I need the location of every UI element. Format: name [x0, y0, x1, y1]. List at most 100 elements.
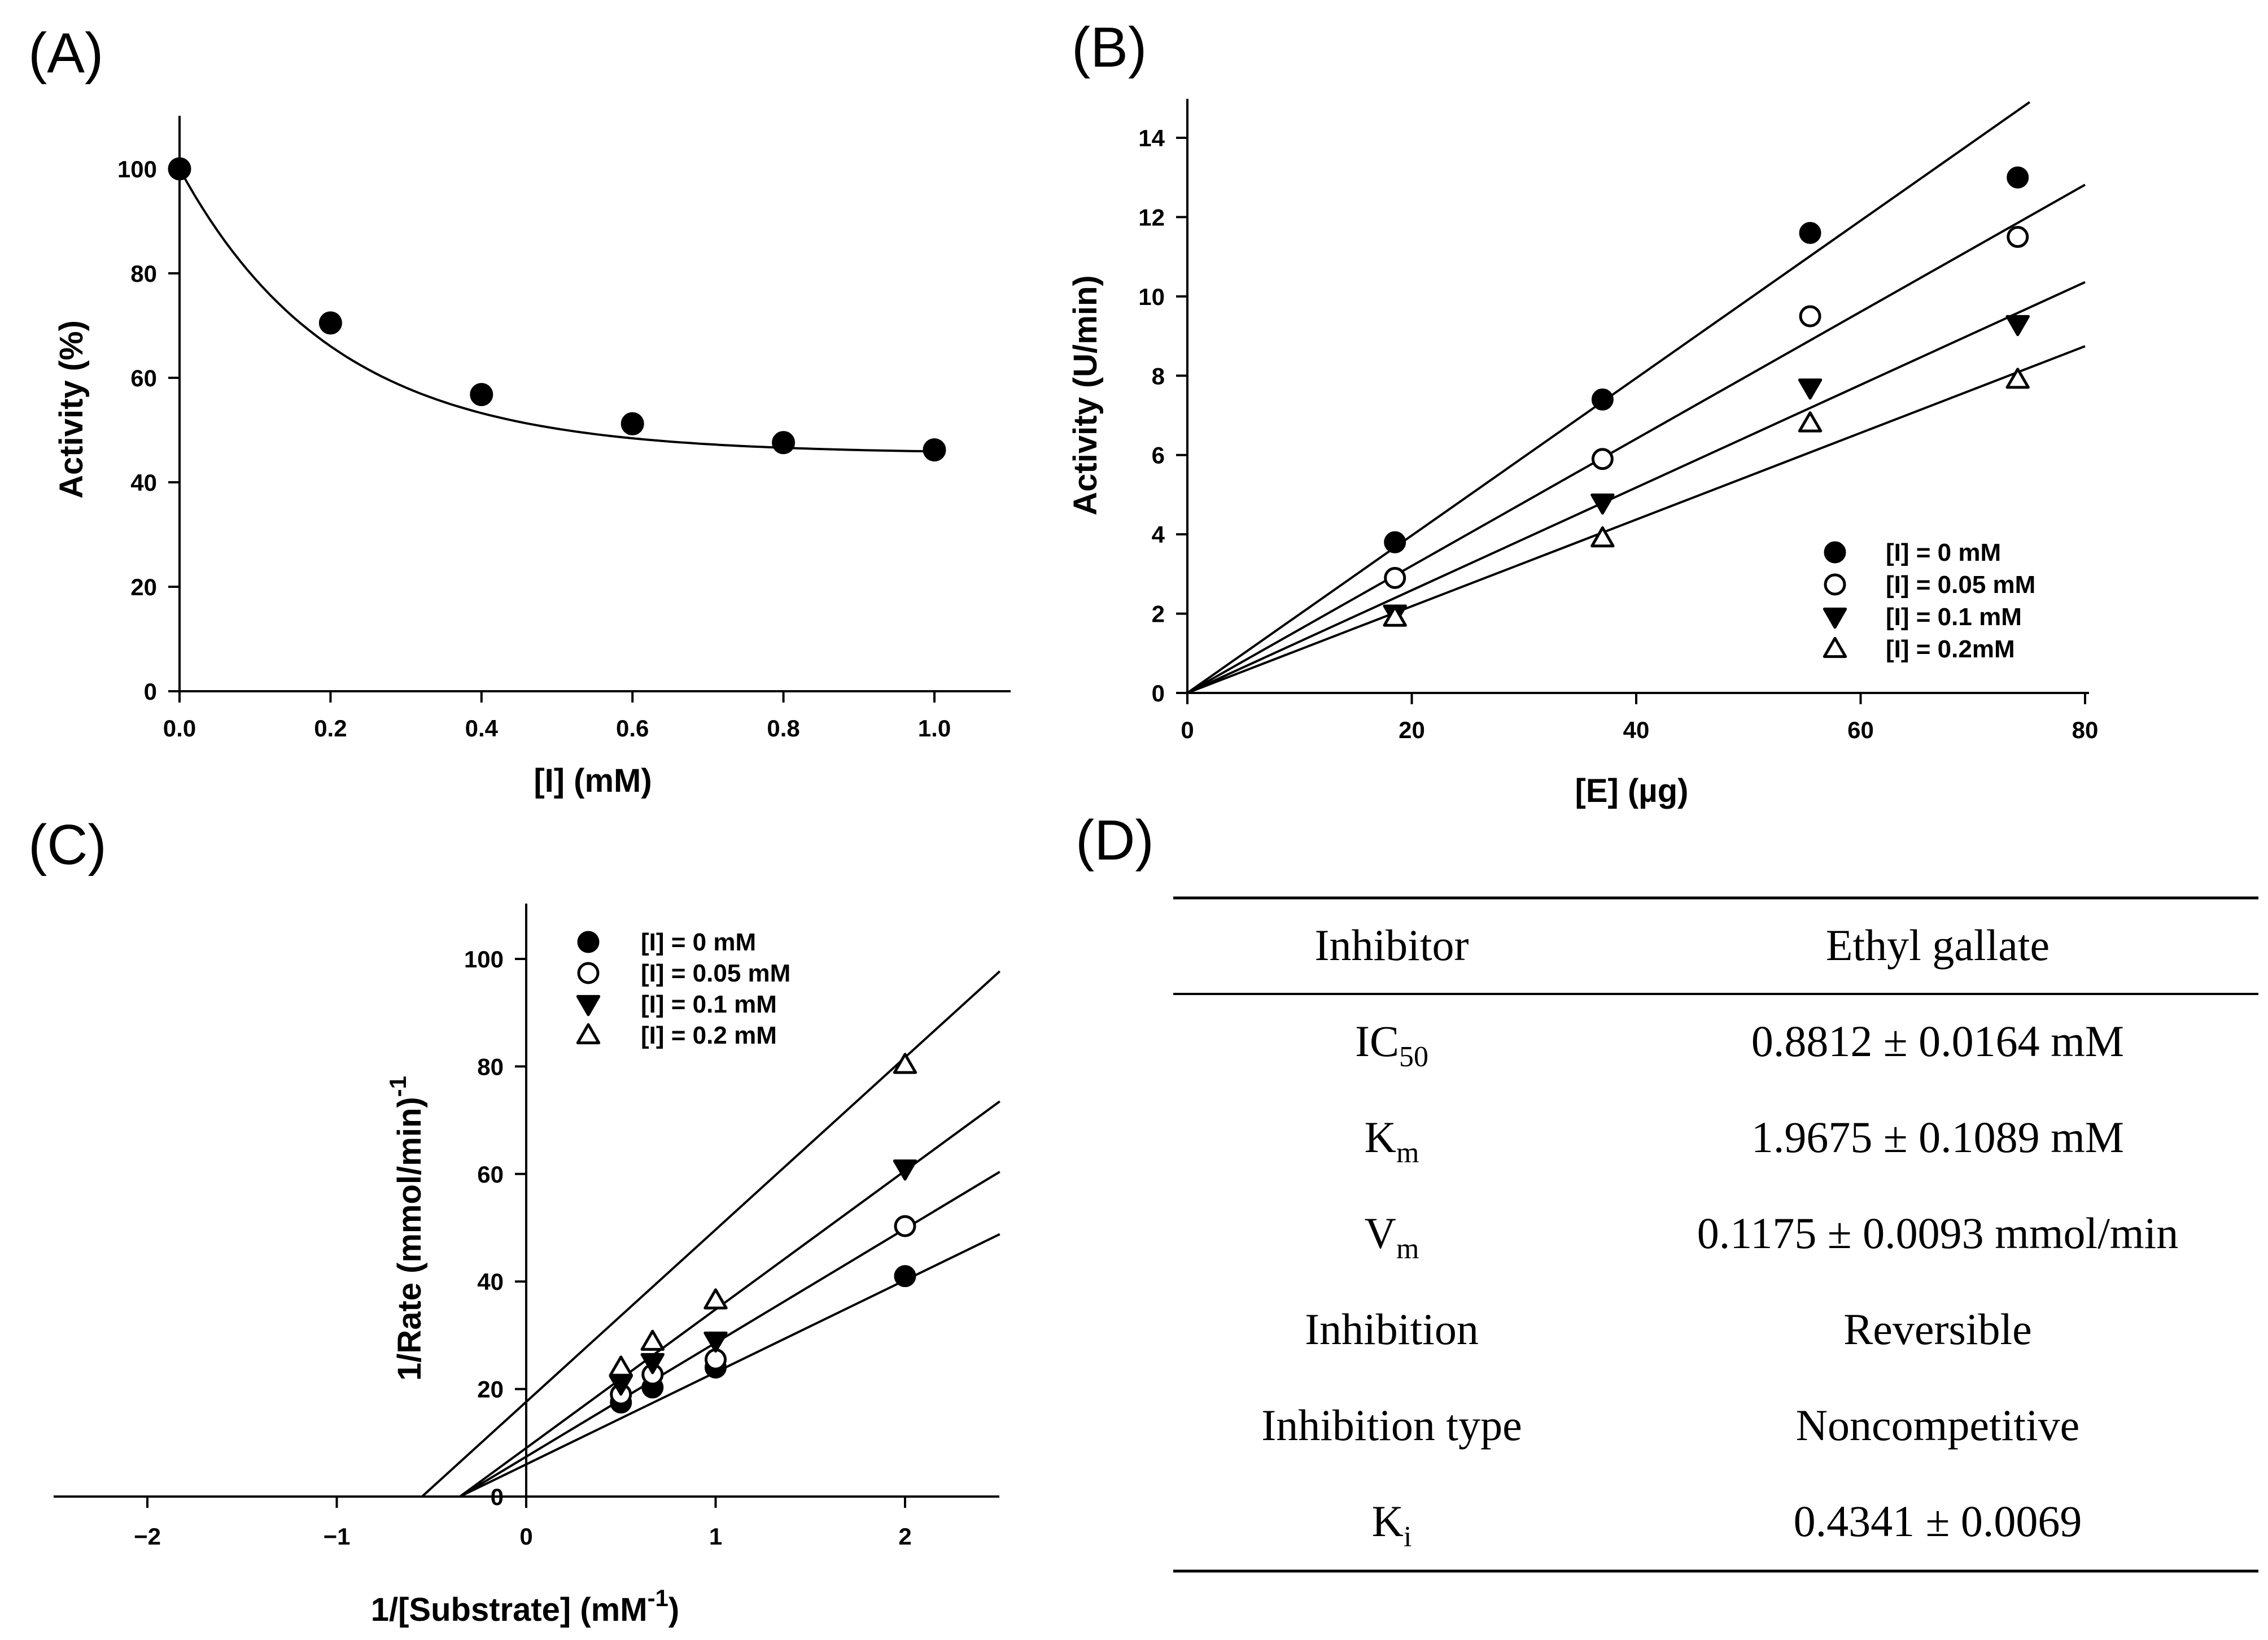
- table-header-compound: Ethyl gallate: [1826, 921, 2049, 970]
- panel-c-data-point: [640, 1353, 665, 1375]
- panel-b-label: (B): [1072, 16, 1147, 79]
- panel-b-fit-line: [1187, 345, 2086, 694]
- panel-b-y-tick-label: 2: [1152, 601, 1165, 627]
- table-row-label: Vm: [1365, 1209, 1419, 1265]
- panel-a-ylabel: Activity (%): [53, 320, 90, 499]
- panel-c-legend-marker: [577, 962, 600, 984]
- panel-a-data-point: [168, 157, 191, 181]
- table-row-label-main: Inhibition: [1305, 1305, 1479, 1354]
- panel-b-fit-line: [1187, 184, 2086, 694]
- panel-b-data-point: [1799, 222, 1821, 245]
- panel-c-fit-line: [459, 1171, 1000, 1498]
- panel-c-x-tick-label: 2: [898, 1523, 911, 1550]
- panel-c-y-tick-label: 100: [464, 946, 504, 972]
- table-row-label: IC50: [1355, 1017, 1428, 1073]
- panel-a-x-tick-label: 0.2: [314, 715, 347, 742]
- table-row-value: 0.8812 ± 0.0164 mM: [1751, 1017, 2124, 1066]
- panel-b-data-point: [2005, 368, 2030, 389]
- panel-c-xlabel-sup: -1: [648, 1585, 668, 1611]
- table-row-label-main: K: [1372, 1497, 1404, 1546]
- panel-b-data-point: [1590, 493, 1615, 515]
- table-body: IC50 0.8812 ± 0.0164 mM Km 1.9675 ± 0.1089 …: [1261, 1017, 2178, 1553]
- panel-c-fit-line: [459, 1100, 1000, 1498]
- panel-b-y-tick-label: 14: [1138, 125, 1165, 151]
- panel-b: (B) 0 20 40 60 80 0 2 4 6 8 10 12 14 [E] (µg) Activi…: [1067, 16, 2098, 809]
- panel-b-x-tick-label: 60: [1847, 717, 1874, 743]
- panel-b-legend-label: [I] = 0 mM: [1886, 539, 2001, 566]
- panel-a: (A) 0.0 0.2 0.4 0.6 0.8 1.0 0 20 40 60 80 100 [I] (…: [28, 21, 1011, 799]
- panel-b-legend-marker: [1824, 541, 1846, 564]
- table-row-value: Reversible: [1843, 1305, 2032, 1354]
- panel-c-x-tick-label: −1: [324, 1523, 351, 1550]
- panel-c-xlabel-tail: ): [668, 1591, 679, 1628]
- panel-b-data-point: [1383, 605, 1407, 627]
- panel-b-data-point: [2007, 226, 2029, 248]
- table-row-label-main: IC: [1355, 1017, 1399, 1066]
- panel-a-x-tick-label: 0.8: [767, 715, 799, 742]
- panel-b-plot: 0 20 40 60 80 0 2 4 6 8 10 12 14: [1138, 99, 2098, 743]
- panel-c-ylabel: 1/Rate (mmol/min)-1: [384, 1076, 428, 1381]
- panel-b-y-tick-label: 8: [1152, 363, 1165, 389]
- table-row-label-subscript: i: [1404, 1521, 1412, 1553]
- panel-c-y-tick-label: 20: [477, 1376, 504, 1403]
- panel-b-y-tick-label: 12: [1138, 204, 1165, 230]
- table-row-value: Noncompetitive: [1796, 1401, 2080, 1450]
- panel-c-ylabel-sup: -1: [384, 1076, 411, 1097]
- panel-b-legend-marker: [1823, 636, 1847, 658]
- panel-b-data-point: [1798, 378, 1823, 400]
- panel-c-y-tick-label: 0: [491, 1484, 504, 1510]
- panel-a-x-tick-label: 0.0: [163, 715, 196, 742]
- panel-c-ylabel-main: 1/Rate (mmol/min): [391, 1097, 428, 1381]
- table-row-label: Inhibition: [1305, 1305, 1479, 1354]
- table-row-value: 0.1175 ± 0.0093 mmol/min: [1697, 1209, 2178, 1258]
- panel-c-legend: [I] = 0 mM [I] = 0.05 mM [I] = 0.1 mM [I] =…: [576, 928, 790, 1049]
- panel-b-legend-label: [I] = 0.2mM: [1886, 635, 2015, 663]
- panel-c-y-tick-label: 60: [477, 1161, 504, 1188]
- panel-b-legend-label: [I] = 0.05 mM: [1886, 571, 2035, 599]
- panel-a-plot: 0.0 0.2 0.4 0.6 0.8 1.0 0 20 40 60 80 100: [117, 116, 1011, 742]
- panel-a-y-tick-label: 60: [130, 365, 157, 391]
- panel-c-y-tick-label: 40: [477, 1268, 504, 1295]
- table-row-label-main: Inhibition type: [1261, 1401, 1522, 1450]
- panel-a-x-tick-label: 0.4: [465, 715, 499, 742]
- panel-b-legend-label: [I] = 0.1 mM: [1886, 603, 2022, 631]
- panel-b-fit-line: [1187, 281, 2086, 694]
- table-row-label-main: V: [1365, 1209, 1396, 1258]
- panel-b-legend-marker: [1823, 607, 1847, 629]
- panel-a-data-point: [772, 431, 796, 455]
- panel-c-data-point: [893, 1053, 917, 1074]
- panel-b-data-point: [1591, 388, 1614, 411]
- panel-b-data-point: [1384, 566, 1406, 589]
- panel-a-data-point: [470, 383, 493, 407]
- panel-c-x-tick-label: 1: [709, 1523, 722, 1550]
- panel-b-y-tick-label: 4: [1152, 521, 1165, 548]
- panel-b-x-tick-label: 20: [1399, 717, 1425, 743]
- panel-b-xlabel: [E] (µg): [1575, 773, 1689, 809]
- panel-b-data-point: [2007, 166, 2029, 189]
- table-row-label: Km: [1365, 1113, 1419, 1169]
- table-row-label: Ki: [1372, 1497, 1412, 1553]
- panel-c-legend-marker: [576, 995, 601, 1017]
- table-row-value: 0.4341 ± 0.0069: [1794, 1497, 2082, 1546]
- table-row-label-main: K: [1365, 1113, 1396, 1162]
- panel-c-legend-label: [I] = 0.2 mM: [641, 1022, 777, 1049]
- panel-b-data-point: [1798, 411, 1823, 433]
- panel-b-data-point: [1591, 448, 1614, 470]
- panel-a-xlabel: [I] (mM): [534, 762, 652, 799]
- panel-b-data-point: [1590, 526, 1615, 548]
- panel-a-label: (A): [28, 21, 103, 85]
- panel-b-data-point: [2005, 315, 2030, 337]
- panel-c-data-point: [703, 1331, 728, 1353]
- panel-c-data-point: [703, 1288, 728, 1310]
- panel-c-y-tick-label: 80: [477, 1053, 504, 1080]
- panel-c-label: (C): [28, 813, 107, 876]
- panel-c-legend-label: [I] = 0.05 mM: [641, 959, 790, 987]
- panel-b-x-tick-label: 80: [2072, 717, 2099, 743]
- panel-c-legend-marker: [577, 931, 600, 953]
- table-row-label: Inhibition type: [1261, 1401, 1522, 1450]
- panel-c-data-point: [893, 1159, 917, 1181]
- panel-b-legend-marker: [1824, 573, 1846, 596]
